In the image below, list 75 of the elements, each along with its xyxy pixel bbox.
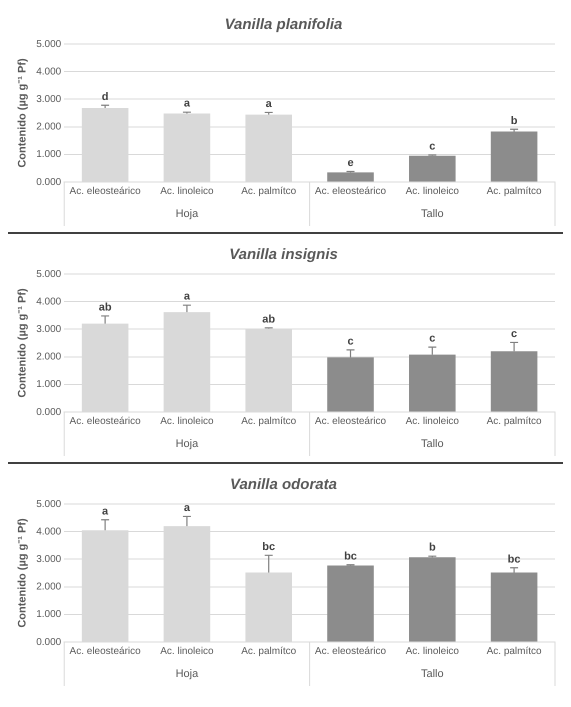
data-label: a (102, 505, 110, 518)
text: Hoja (176, 438, 200, 450)
y-tick-label: 5.000 (36, 498, 62, 510)
data-label: bc (508, 553, 521, 566)
x-tick-label: Ac. eleosteárico (314, 186, 387, 197)
x-tick-label: Ac. palmítco (241, 186, 297, 197)
y-tick-label: 5.000 (36, 38, 62, 50)
x-tick-label: Ac. palmítco (486, 416, 542, 427)
x-tick-label: Ac. eleosteárico (314, 416, 387, 427)
data-label: a (184, 502, 191, 514)
x-tick-label: Ac. eleosteárico (70, 416, 142, 427)
bar (490, 131, 538, 182)
data-label: e (347, 157, 354, 170)
x-tick-label: Ac. linoleico (160, 646, 214, 657)
data-label: a (184, 98, 191, 110)
y-tick-label: 1.000 (36, 609, 62, 620)
y-tick-label: 5.000 (36, 268, 62, 280)
y-tick-label: 3.000 (36, 94, 62, 105)
bar (327, 172, 374, 182)
data-label: c (511, 328, 518, 340)
x-tick-label: Ac. palmítco (241, 416, 297, 427)
x-tick-label: Ac. linoleico (406, 186, 460, 197)
y-tick-label: 2.000 (36, 122, 62, 133)
bar (409, 557, 456, 642)
data-label: c (429, 332, 436, 345)
text: Tallo (420, 208, 444, 220)
data-label: ab (262, 313, 276, 326)
data-label: bc (262, 540, 276, 553)
data-label: bc (344, 550, 357, 562)
data-label: b (428, 542, 436, 554)
y-tick-label: 0.000 (36, 176, 62, 188)
bar (327, 357, 374, 412)
y-tick-label: 3.000 (36, 324, 62, 335)
y-tick-label: 4.000 (36, 296, 62, 308)
data-label: a (184, 290, 191, 303)
bar (409, 354, 456, 412)
data-label: ab (98, 301, 112, 314)
y-tick-label: 2.000 (36, 352, 62, 363)
data-label: d (102, 90, 108, 103)
x-tick-label: Ac. palmítco (241, 646, 297, 657)
y-tick-label: 2.000 (36, 582, 62, 593)
y-tick-label: 1.000 (36, 379, 62, 390)
text: Hoja (176, 208, 200, 220)
chart-title: Vanilla insignis (229, 246, 338, 264)
bar (409, 156, 456, 182)
bar (327, 566, 374, 642)
y-tick-label: 4.000 (36, 526, 62, 538)
y-axis-title: Contenido (µg g⁻¹ Pf) (16, 58, 29, 168)
bar (490, 351, 538, 412)
x-tick-label: Ac. palmítco (486, 186, 542, 197)
y-tick-label: 4.000 (36, 66, 62, 78)
y-tick-label: 0.000 (36, 406, 62, 418)
x-tick-label: Ac. eleosteárico (70, 186, 142, 197)
chart-title: Vanilla planifolia (224, 16, 342, 34)
y-axis-title: Contenido (µg g⁻¹ Pf) (16, 518, 29, 628)
data-label: b (510, 114, 518, 127)
data-label: a (266, 98, 273, 110)
chart-title: Vanilla odorata (230, 476, 337, 494)
text: Tallo (420, 668, 444, 680)
text: Hoja (176, 668, 200, 680)
y-axis-title: Contenido (µg g⁻¹ Pf) (16, 288, 29, 398)
y-tick-label: 3.000 (36, 554, 62, 565)
bar (490, 572, 538, 642)
x-tick-label: Ac. linoleico (406, 416, 460, 427)
y-tick-label: 1.000 (36, 149, 62, 160)
x-tick-label: Ac. linoleico (160, 186, 214, 197)
text: Tallo (420, 438, 444, 450)
x-tick-label: Ac. palmítco (486, 646, 542, 657)
data-label: c (347, 335, 354, 348)
x-tick-label: Ac. eleosteárico (314, 646, 387, 657)
x-tick-label: Ac. linoleico (406, 646, 460, 657)
x-tick-label: Ac. eleosteárico (70, 646, 142, 657)
x-tick-label: Ac. linoleico (160, 416, 214, 427)
y-tick-label: 0.000 (36, 636, 62, 648)
data-label: c (429, 140, 436, 152)
